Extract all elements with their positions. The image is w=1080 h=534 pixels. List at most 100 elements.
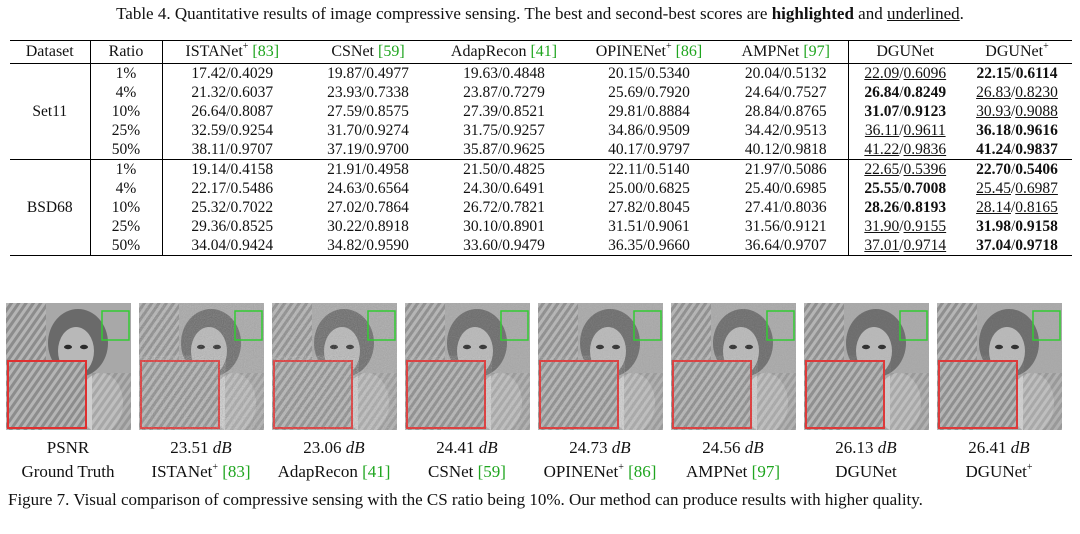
method-label: Ground Truth [0,460,138,484]
score-cell: 27.39/0.8521 [463,103,545,120]
score-cell: 25.55/0.7008 [847,179,962,198]
score-cell: 34.86/0.9509 [608,122,690,139]
method-label: OPINENet+ [86] [530,460,670,484]
score-psnr: 28.26 [864,199,900,216]
score-cell: 37.04/0.9718 [976,237,1058,254]
method-label-name: Ground Truth [21,462,115,481]
method-label-sup: + [1026,462,1033,473]
psnr-value: 24.73 [569,438,608,457]
score-psnr: 25.55 [864,180,900,197]
psnr-unit: dB [877,438,897,457]
zoom-noise [142,362,218,427]
psnr-value: 24.41 [436,438,475,457]
score-cell: 24.64/0.7527 [744,84,827,101]
header-method-name: OPINENet [595,43,666,60]
score-ssim: 0.8165 [1015,199,1058,216]
score-cell: 22.09/0.6096 [847,63,962,83]
panel-image [139,303,264,430]
table-header: Dataset Ratio ISTANet+ [83] CSNet [59] AdapR… [10,40,1072,64]
score-cell: 29.81/0.8884 [608,103,690,120]
score-psnr: 28.14 [976,199,1011,216]
method-label-cite: [86] [628,462,657,481]
score-cell: 38.11/0.9707 [191,141,273,158]
dataset-group: BSD68 1% 19.14/0.4158 21.91/0.4958 21.50/0.4… [10,159,1072,256]
header-ratio: Ratio [90,40,163,64]
score-psnr: 22.70 [976,161,1011,178]
psnr-unit: dB [212,438,232,457]
method-label-name: DGUNet [965,462,1027,481]
method-label: AdapRecon [41] [264,460,404,484]
score-cell: 33.60/0.9479 [463,237,545,254]
method-label-name: AMPNet [686,462,748,481]
score-cell: 26.64/0.8087 [191,103,274,120]
psnr-value: PSNR [46,438,90,457]
header-method: OPINENet+ [86] [574,41,724,64]
score-cell: 30.93/0.9088 [976,103,1058,120]
score-ssim: 0.6096 [903,65,947,82]
header-method-name: DGUNet [876,43,935,60]
score-cell: 24.30/0.6491 [463,180,545,197]
dataset-name: Set11 [10,63,91,160]
table-row: 25% 32.59/0.9254 31.70/0.9274 31.75/0.9257 3… [10,121,1072,140]
panel-image [671,303,796,430]
score-cell: 21.97/0.5086 [744,161,827,178]
score-cell: 19.63/0.4848 [463,65,545,82]
method-label: CSNet [59] [397,460,537,484]
score-cell: 24.63/0.6564 [327,180,409,197]
score-cell: 19.87/0.4977 [327,65,409,82]
comparison-panel [671,303,796,430]
comparison-panel [272,303,397,430]
table-row: 4% 21.32/0.6037 23.93/0.7338 23.87/0.7279 25… [10,83,1072,102]
score-cell: 27.41/0.8036 [744,199,827,216]
roi-box [234,310,263,341]
table-row: 25% 29.36/0.8525 30.22/0.8918 30.10/0.8901 3… [10,217,1072,236]
comparison-panel [538,303,663,430]
method-label-name: CSNet [428,462,474,481]
score-psnr: 31.07 [864,103,900,120]
header-method: AMPNet [97] [724,41,848,64]
roi-box [367,310,396,341]
score-ssim: 0.6114 [1015,65,1058,82]
score-cell: 31.75/0.9257 [463,122,545,139]
panel-image [405,303,530,430]
table-row: 50% 38.11/0.9707 37.19/0.9700 35.87/0.9625 4… [10,140,1072,160]
method-label: ISTANet+ [83] [131,460,271,484]
zoom-inset [7,360,87,429]
header-method-cite: [41] [530,43,558,60]
header-dataset: Dataset [10,40,91,64]
psnr-label: 23.51 dB [131,436,271,460]
header-method-name: AdapRecon [450,43,527,60]
score-cell: 31.98/0.9158 [976,218,1058,235]
roi-box [899,310,928,341]
score-ssim: 0.9611 [903,122,946,139]
score-cell: 26.72/0.7821 [463,199,545,216]
ratio-cell: 4% [90,179,163,198]
header-method-cite: [59] [378,43,405,60]
score-cell: 41.22/0.9836 [847,140,962,160]
score-cell: 27.82/0.8045 [608,199,690,216]
score-cell: 36.11/0.9611 [847,121,962,140]
method-label-cite: [83] [222,462,251,481]
zoom-noise [674,362,750,427]
roi-box [1032,310,1061,341]
score-cell: 28.14/0.8165 [976,199,1058,216]
score-ssim: 0.9714 [903,237,947,254]
panel-image [937,303,1062,430]
score-cell: 36.18/0.9616 [976,122,1058,139]
ratio-cell: 50% [90,140,163,160]
header-method-cite: [97] [803,43,830,60]
score-psnr: 41.24 [976,141,1011,158]
eye-right [80,344,88,350]
comparison-panel [804,303,929,430]
score-cell: 37.19/0.9700 [327,141,409,158]
score-cell: 28.84/0.8765 [744,103,827,120]
method-label-name: ISTANet [151,462,213,481]
score-psnr: 26.83 [976,84,1011,101]
table-row: Set11 1% 17.42/0.4029 19.87/0.4977 19.63/0.4… [10,63,1072,160]
panel-image [804,303,929,430]
dataset-group: Set11 1% 17.42/0.4029 19.87/0.4977 19.63/0.4… [10,63,1072,160]
score-psnr: 31.90 [864,218,900,235]
score-cell: 27.59/0.8575 [327,103,409,120]
score-psnr: 26.84 [864,84,900,101]
score-psnr: 36.11 [864,122,900,139]
